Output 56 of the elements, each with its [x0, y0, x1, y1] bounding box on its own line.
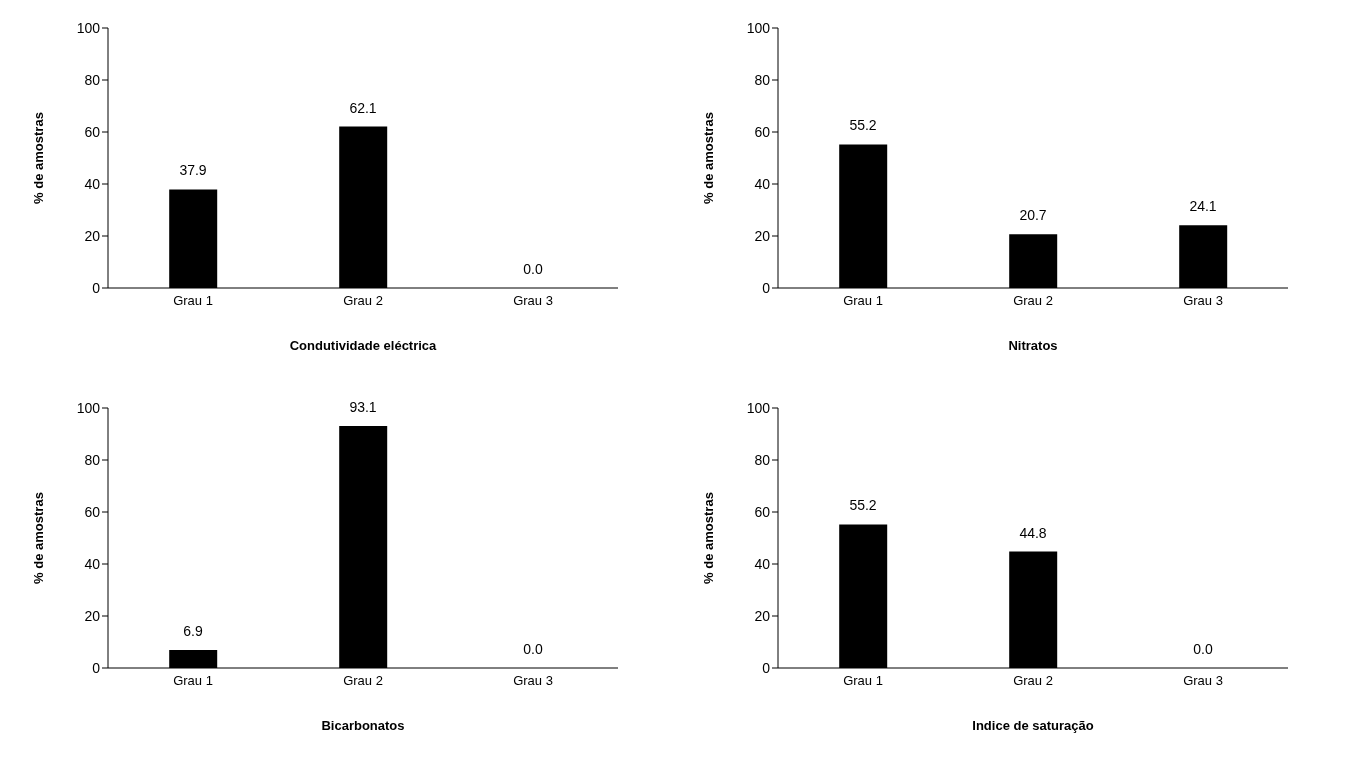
x-axis-title: Bicarbonatos	[321, 718, 405, 733]
y-axis-title: % de amostras	[700, 112, 716, 204]
data-label: 0.0	[523, 641, 543, 657]
data-label: 55.2	[849, 497, 877, 514]
y-tick-label: 100	[76, 19, 101, 36]
x-tick-label: Grau 3	[1183, 293, 1223, 309]
y-tick-label: 20	[754, 227, 771, 244]
x-axis-title: Condutividade eléctrica	[289, 338, 438, 353]
y-tick-label: 80	[754, 451, 771, 468]
x-axis-title: Nitratos	[1008, 338, 1058, 353]
y-tick-label: 40	[754, 175, 771, 192]
y-tick-label: 60	[84, 123, 101, 140]
x-tick-label: Grau 2	[1013, 673, 1053, 689]
x-tick-label: Grau 1	[173, 673, 213, 689]
y-tick-label: 60	[754, 503, 771, 520]
y-axis-title: % de amostras	[700, 492, 716, 584]
data-label: 0.0	[523, 261, 543, 277]
y-tick-label: 40	[84, 175, 101, 192]
y-tick-label: 80	[84, 71, 101, 88]
y-axis-title: % de amostras	[30, 112, 46, 204]
data-label: 44.8	[1019, 524, 1047, 541]
y-tick-label: 0	[762, 659, 771, 676]
data-label: 20.7	[1019, 207, 1047, 224]
y-tick-label: 0	[762, 279, 771, 296]
x-tick-label: Grau 2	[1013, 293, 1053, 309]
data-label: 24.1	[1189, 198, 1217, 215]
data-label: 0.0	[1193, 641, 1213, 657]
y-tick-label: 60	[84, 503, 101, 520]
y-tick-label: 0	[92, 659, 101, 676]
x-tick-label: Grau 2	[343, 293, 383, 309]
data-label: 37.9	[179, 162, 207, 179]
y-tick-label: 40	[754, 555, 771, 572]
y-tick-label: 60	[754, 123, 771, 140]
x-tick-label: Grau 3	[513, 673, 553, 689]
y-tick-label: 20	[84, 227, 101, 244]
data-label: 62.1	[349, 99, 377, 116]
y-tick-label: 100	[746, 19, 771, 36]
data-label: 6.9	[183, 623, 203, 640]
y-tick-label: 20	[754, 607, 771, 624]
x-tick-label: Grau 1	[843, 673, 883, 689]
x-tick-label: Grau 1	[173, 293, 213, 309]
y-tick-label: 0	[92, 279, 101, 296]
x-tick-label: Grau 2	[343, 673, 383, 689]
data-label: 55.2	[849, 117, 877, 134]
y-tick-label: 100	[76, 399, 101, 416]
y-tick-label: 40	[84, 555, 101, 572]
data-label: 93.1	[349, 398, 377, 415]
x-tick-label: Grau 3	[513, 293, 553, 309]
y-tick-label: 100	[746, 399, 771, 416]
y-tick-label: 20	[84, 607, 101, 624]
y-axis-title: % de amostras	[30, 492, 46, 584]
y-tick-label: 80	[754, 71, 771, 88]
x-tick-label: Grau 3	[1183, 673, 1223, 689]
x-axis-title: Indice de saturação	[972, 718, 1094, 733]
y-tick-label: 80	[84, 451, 101, 468]
x-tick-label: Grau 1	[843, 293, 883, 309]
